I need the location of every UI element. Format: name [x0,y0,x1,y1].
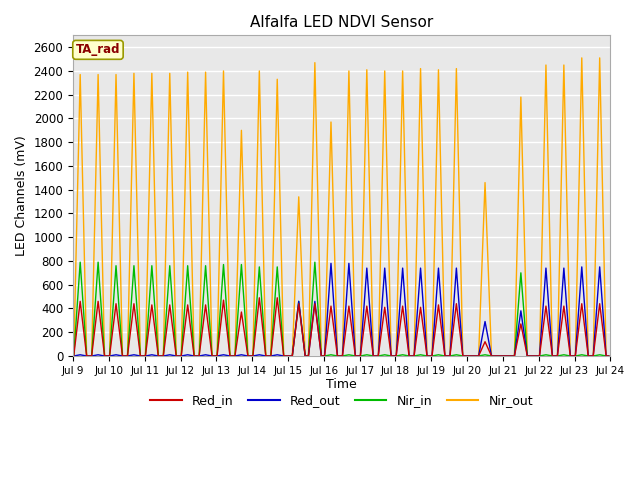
Red_in [255,295,263,300]
Red_in [157,353,164,359]
Line: Red_out: Red_out [71,264,609,356]
Nir_in [605,353,612,359]
Text: TA_rad: TA_rad [76,43,120,56]
Nir_out [605,353,612,359]
Red_in [100,353,108,359]
Red_out [327,261,335,266]
Red_in [85,353,93,359]
Nir_in [121,353,129,359]
Red_in [121,353,129,359]
Y-axis label: LED Channels (mV): LED Channels (mV) [15,135,28,256]
Nir_in [67,353,75,359]
Red_in [318,353,326,359]
Red_out [67,353,75,359]
Red_in [67,353,75,359]
Nir_in [103,353,111,359]
Red_out [85,353,93,359]
Nir_in [602,353,610,359]
Nir_out [157,353,164,359]
Red_out [121,353,129,359]
Line: Red_in: Red_in [71,298,609,356]
Nir_out [67,353,75,359]
Red_out [100,353,108,359]
Nir_in [88,353,95,359]
Nir_out [602,353,610,359]
Nir_out [100,353,108,359]
Nir_in [159,353,167,359]
Red_in [602,353,610,359]
Nir_out [121,353,129,359]
X-axis label: Time: Time [326,378,357,392]
Nir_out [578,55,586,61]
Nir_in [76,259,84,265]
Line: Nir_in: Nir_in [71,262,609,356]
Line: Nir_out: Nir_out [71,58,609,356]
Nir_out [85,353,93,359]
Red_out [320,353,328,359]
Red_in [605,353,612,359]
Title: Alfalfa LED NDVI Sensor: Alfalfa LED NDVI Sensor [250,15,433,30]
Legend: Red_in, Red_out, Nir_in, Nir_out: Red_in, Red_out, Nir_in, Nir_out [145,389,538,412]
Red_out [602,353,610,359]
Nir_out [320,353,328,359]
Red_out [157,353,164,359]
Red_out [605,353,612,359]
Nir_in [318,353,326,359]
